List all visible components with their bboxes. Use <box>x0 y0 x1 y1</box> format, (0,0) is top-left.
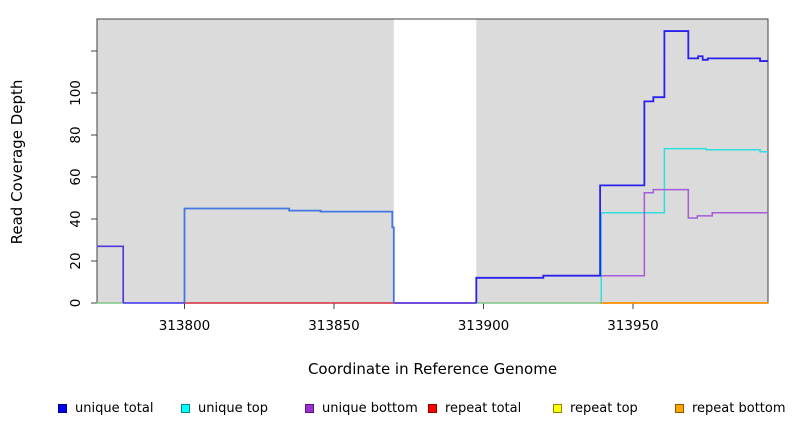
legend-label: unique top <box>198 400 269 416</box>
legend-label: repeat top <box>570 400 638 416</box>
series-line-unique-bottom-line <box>600 188 769 277</box>
legend-label: unique bottom <box>322 400 418 416</box>
legend-item-repeat-total: repeat total <box>428 398 521 418</box>
series-line-unique-total-mid-lightblue <box>183 207 395 303</box>
y-tick-label: 0 <box>68 299 84 308</box>
y-axis-label: Read Coverage Depth <box>8 79 26 245</box>
x-tick-label: 313800 <box>159 318 211 334</box>
legend-item-unique-top: unique top <box>181 398 268 418</box>
legend-swatch-icon <box>58 403 67 413</box>
legend-item-unique-total: unique total <box>58 398 153 418</box>
y-tick-label: 40 <box>68 210 84 227</box>
legend-swatch-icon <box>553 403 562 413</box>
legend-swatch-icon <box>675 403 684 413</box>
legend-item-repeat-top: repeat top <box>553 398 638 418</box>
x-tick-label: 313850 <box>308 318 360 334</box>
y-tick-label: 60 <box>68 168 84 185</box>
legend: unique total unique top unique bottom repea… <box>0 398 792 422</box>
x-tick-label: 313900 <box>458 318 510 334</box>
x-axis-label: Coordinate in Reference Genome <box>307 360 558 378</box>
legend-label: repeat bottom <box>692 400 786 416</box>
legend-label: unique total <box>75 400 154 416</box>
legend-item-unique-bottom: unique bottom <box>305 398 418 418</box>
series-line-unique-total-left-violet <box>96 245 125 303</box>
x-tick-label: 313950 <box>607 318 659 334</box>
legend-swatch-icon <box>428 403 437 413</box>
legend-label: repeat total <box>445 400 522 416</box>
gap-band <box>393 19 477 303</box>
legend-swatch-icon <box>181 403 190 413</box>
y-tick-label: 80 <box>68 126 84 143</box>
legend-swatch-icon <box>305 403 314 413</box>
legend-item-repeat-bottom: repeat bottom <box>675 398 786 418</box>
series-line-unique-top-line <box>600 147 769 303</box>
y-tick-label: 100 <box>68 80 84 106</box>
y-tick-label: 20 <box>68 252 84 269</box>
series-line-unique-total-right <box>475 30 769 303</box>
